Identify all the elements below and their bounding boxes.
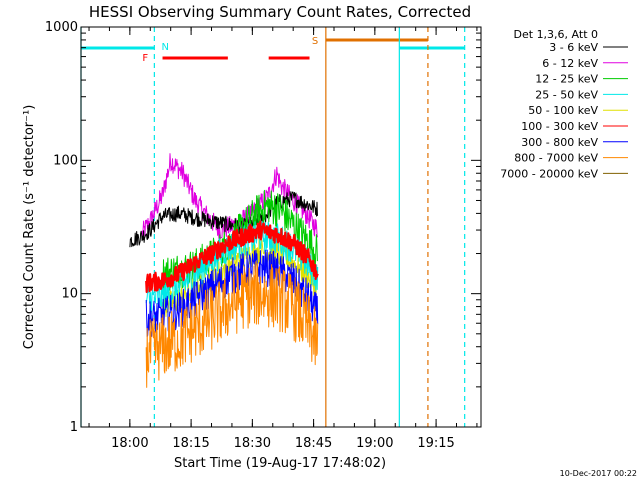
legend-entry-label: 7000 - 20000 keV bbox=[500, 167, 598, 180]
y-axis-ticks: 1 10 100 1000 bbox=[45, 20, 481, 435]
series-line-6-12- bbox=[141, 153, 318, 241]
chart-title: HESSI Observing Summary Count Rates, Cor… bbox=[89, 3, 471, 21]
series-line-800-7000- bbox=[145, 261, 319, 388]
flag-label-f: F bbox=[142, 53, 148, 64]
y-tick-label: 1 bbox=[70, 420, 78, 435]
legend-entry-label: 800 - 7000 keV bbox=[514, 152, 598, 165]
y-tick-label: 1000 bbox=[45, 20, 78, 35]
legend-entry-label: 6 - 12 keV bbox=[542, 57, 598, 70]
series-line-300-800- bbox=[145, 249, 319, 338]
legend-entry-label: 300 - 800 keV bbox=[521, 136, 598, 149]
x-tick-label: 19:15 bbox=[417, 436, 454, 451]
vertical-markers bbox=[80, 27, 466, 427]
series-line-100-300- bbox=[145, 220, 319, 294]
legend: Det 1,3,6, Att 03 - 6 keV 6 - 12 keV 12 - … bbox=[500, 28, 628, 180]
series-group bbox=[129, 153, 319, 388]
x-axis-label: Start Time (19-Aug-17 17:48:02) bbox=[174, 456, 386, 471]
flag-bars: N F S bbox=[81, 36, 465, 64]
legend-title: Det 1,3,6, Att 0 bbox=[514, 28, 598, 41]
x-axis-ticks: 18:00 18:15 18:30 18:45 19:00 19:15 bbox=[88, 27, 478, 451]
x-tick-label: 18:30 bbox=[234, 436, 271, 451]
footer-date: 10-Dec-2017 00:22 bbox=[560, 469, 637, 478]
legend-entry-label: 25 - 50 keV bbox=[535, 88, 598, 101]
legend-entry-label: 3 - 6 keV bbox=[549, 41, 598, 54]
x-tick-label: 18:45 bbox=[295, 436, 332, 451]
flag-label-n: N bbox=[161, 42, 168, 53]
series-line-3-6- bbox=[129, 191, 318, 248]
legend-entry-label: 12 - 25 keV bbox=[535, 73, 598, 86]
y-axis-label: Corrected Count Rate (s⁻¹ detector⁻¹) bbox=[22, 105, 37, 350]
legend-entry-label: 50 - 100 keV bbox=[528, 104, 598, 117]
flag-label-s: S bbox=[312, 36, 318, 47]
x-tick-label: 18:00 bbox=[111, 436, 148, 451]
y-tick-label: 10 bbox=[61, 287, 78, 302]
x-tick-label: 18:15 bbox=[172, 436, 209, 451]
plot-frame bbox=[80, 26, 482, 428]
x-tick-label: 19:00 bbox=[356, 436, 393, 451]
y-tick-label: 100 bbox=[53, 153, 78, 168]
series-line-25-50- bbox=[145, 220, 319, 315]
legend-entry-label: 100 - 300 keV bbox=[521, 120, 598, 133]
